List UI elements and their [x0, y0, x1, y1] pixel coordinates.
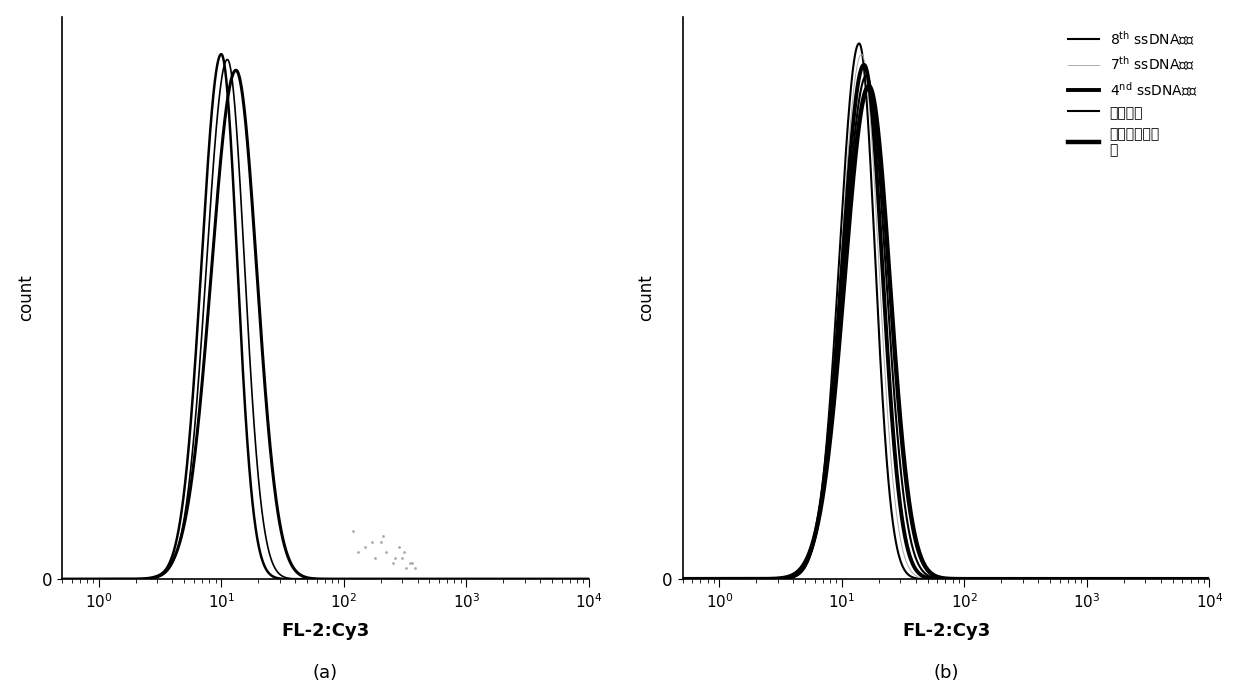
Point — [384, 552, 404, 564]
Legend: 8$^{\mathrm{th}}$ ssDNA文库, 7$^{\mathrm{th}}$ ssDNA文库, 4$^{\mathrm{nd}}$ ssDNA文库,: 8$^{\mathrm{th}}$ ssDNA文库, 7$^{\mathrm{t… — [1063, 24, 1203, 162]
Point — [373, 531, 393, 542]
X-axis label: FL-2:Cy3: FL-2:Cy3 — [281, 623, 370, 640]
Point — [362, 536, 382, 548]
Point — [394, 547, 414, 558]
Point — [383, 557, 403, 568]
Point — [401, 557, 420, 568]
Point — [365, 552, 384, 564]
Y-axis label: count: count — [16, 275, 35, 321]
Point — [392, 552, 412, 564]
Text: (a): (a) — [312, 663, 337, 682]
Point — [371, 536, 391, 548]
Point — [347, 547, 367, 558]
Point — [405, 563, 425, 574]
Point — [396, 563, 415, 574]
Text: (b): (b) — [934, 663, 959, 682]
Point — [356, 541, 376, 552]
Point — [343, 525, 363, 536]
Point — [376, 547, 396, 558]
Point — [402, 557, 422, 568]
Y-axis label: count: count — [637, 275, 656, 321]
X-axis label: FL-2:Cy3: FL-2:Cy3 — [901, 623, 990, 640]
Point — [388, 541, 408, 552]
